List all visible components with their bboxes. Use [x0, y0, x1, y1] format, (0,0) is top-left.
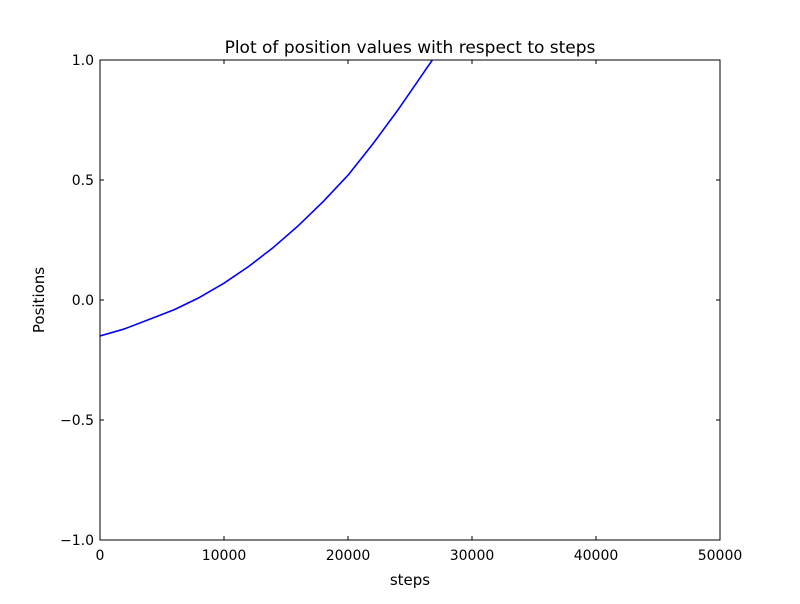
- x-tick-label: 0: [96, 548, 105, 564]
- chart-title: Plot of position values with respect to …: [225, 38, 596, 58]
- x-tick-label: 10000: [202, 548, 247, 564]
- tick-layer: 0 10000 20000 30000 40000 50000 −1.0 −0.5 0.0 0.5…: [60, 53, 742, 564]
- plot-area-frame: [99, 59, 721, 541]
- x-axis-label: steps: [390, 571, 430, 589]
- y-tick-label: 1.0: [72, 53, 94, 69]
- y-tick-label: 0.5: [72, 173, 94, 189]
- y-tick-label: −0.5: [60, 413, 94, 429]
- x-tick-label: 20000: [326, 548, 371, 564]
- x-tick-label: 30000: [450, 548, 495, 564]
- series-line-0: [100, 60, 433, 337]
- x-tick-label: 40000: [574, 548, 619, 564]
- y-tick-label: −1.0: [60, 533, 94, 549]
- x-tick-label: 50000: [698, 548, 743, 564]
- series-layer: [100, 60, 433, 337]
- y-axis-label: Positions: [30, 267, 48, 333]
- y-tick-label: 0.0: [72, 293, 94, 309]
